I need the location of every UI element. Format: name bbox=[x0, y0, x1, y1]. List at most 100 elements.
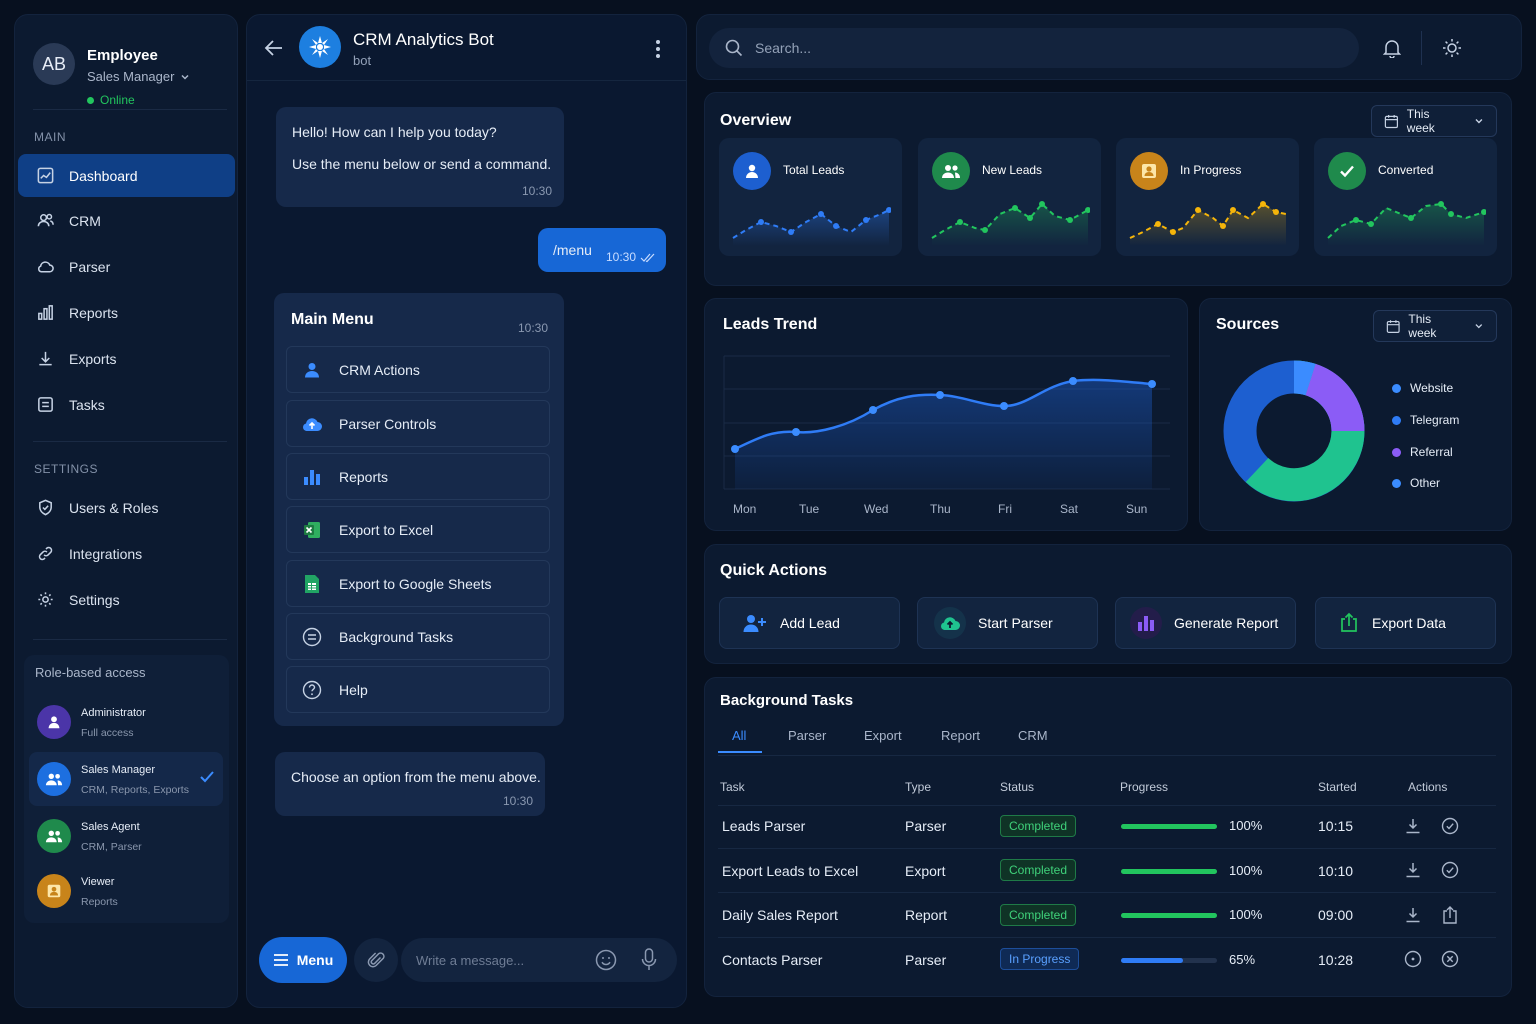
list-icon bbox=[38, 397, 53, 412]
role-viewer[interactable]: Viewer Reports bbox=[29, 864, 223, 918]
nav-crm[interactable]: CRM bbox=[18, 199, 235, 242]
task-started: 10:15 bbox=[1318, 818, 1354, 834]
viewer-avatar-icon bbox=[37, 874, 71, 908]
legend-referral: Referral bbox=[1392, 445, 1453, 459]
attach-button[interactable] bbox=[354, 938, 398, 982]
divider bbox=[718, 755, 1496, 756]
menu-export-sheets[interactable]: Export to Google Sheets bbox=[286, 560, 550, 607]
nav-label: CRM bbox=[69, 212, 101, 229]
rba-title: Role-based access bbox=[35, 665, 146, 680]
progress-fill bbox=[1121, 824, 1217, 829]
nav-exports[interactable]: Exports bbox=[18, 337, 235, 380]
tab-export[interactable]: Export bbox=[864, 728, 902, 743]
menu-crm-actions[interactable]: CRM Actions bbox=[286, 346, 550, 393]
cancel-circle-icon[interactable] bbox=[1441, 950, 1459, 968]
check-circle-icon[interactable] bbox=[1441, 861, 1459, 879]
nav-tasks[interactable]: Tasks bbox=[18, 383, 235, 426]
tab-report[interactable]: Report bbox=[941, 728, 981, 743]
menu-label: Reports bbox=[339, 468, 389, 485]
message-time: 10:30 bbox=[517, 321, 548, 335]
menu-parser-controls[interactable]: Parser Controls bbox=[286, 400, 550, 447]
export-icon bbox=[1341, 612, 1357, 632]
role-desc: Full access bbox=[81, 727, 134, 739]
kpi-converted[interactable]: Converted bbox=[1314, 138, 1497, 256]
tab-parser[interactable]: Parser bbox=[788, 728, 827, 743]
menu-help[interactable]: Help bbox=[286, 666, 550, 713]
x-tick-fri: Fri bbox=[998, 502, 1012, 516]
task-type: Parser bbox=[905, 818, 947, 834]
tab-crm[interactable]: CRM bbox=[1018, 728, 1048, 743]
progress-value: 100% bbox=[1229, 907, 1263, 922]
divider bbox=[718, 848, 1496, 849]
start-parser-button[interactable]: Start Parser bbox=[917, 597, 1098, 649]
nav-users-roles[interactable]: Users & Roles bbox=[18, 486, 235, 529]
role-based-access: Role-based access Administrator Full acc… bbox=[24, 655, 229, 923]
progress-value: 65% bbox=[1229, 952, 1256, 967]
export-data-button[interactable]: Export Data bbox=[1315, 597, 1496, 649]
calendar-icon bbox=[1386, 319, 1400, 333]
tab-all[interactable]: All bbox=[732, 728, 747, 743]
progress-fill bbox=[1121, 913, 1217, 918]
menu-background-tasks[interactable]: Background Tasks bbox=[286, 613, 550, 660]
menu-reports[interactable]: Reports bbox=[286, 453, 550, 500]
download-icon[interactable] bbox=[1404, 861, 1422, 879]
sun-icon[interactable] bbox=[1442, 38, 1462, 58]
legend-dot-icon bbox=[1392, 415, 1401, 425]
nav-integrations[interactable]: Integrations bbox=[18, 532, 235, 575]
role-administrator[interactable]: Administrator Full access bbox=[29, 695, 223, 749]
profile[interactable]: AB Employee Sales Manager Online bbox=[33, 31, 233, 111]
legend-dot-icon bbox=[1392, 383, 1401, 393]
kpi-new-leads[interactable]: New Leads bbox=[918, 138, 1101, 256]
x-tick-sat: Sat bbox=[1060, 502, 1079, 516]
menu-label: Help bbox=[339, 681, 368, 698]
status-badge: In Progress bbox=[1000, 948, 1080, 970]
bar-chart-icon bbox=[301, 466, 323, 488]
stop-circle-icon[interactable] bbox=[1404, 950, 1422, 968]
in-progress-icon bbox=[1130, 152, 1168, 190]
x-tick-thu: Thu bbox=[930, 502, 951, 516]
kpi-total-leads[interactable]: Total Leads bbox=[719, 138, 902, 256]
sidebar: AB Employee Sales Manager Online MAIN Da… bbox=[14, 14, 238, 1008]
nav-reports[interactable]: Reports bbox=[18, 291, 235, 334]
check-circle-icon[interactable] bbox=[1441, 817, 1459, 835]
nav-label: Reports bbox=[69, 304, 119, 321]
download-icon[interactable] bbox=[1404, 817, 1422, 835]
tab-underline bbox=[718, 751, 762, 753]
search-input[interactable] bbox=[755, 40, 1335, 56]
menu-export-excel[interactable]: Export to Excel bbox=[286, 506, 550, 553]
status-dot-icon bbox=[87, 96, 94, 104]
nav-parser[interactable]: Parser bbox=[18, 245, 235, 288]
main-menu-title: Main Menu bbox=[291, 311, 374, 328]
microphone-icon[interactable] bbox=[641, 948, 657, 972]
role-sales-manager[interactable]: Sales Manager CRM, Reports, Exports bbox=[29, 752, 223, 806]
bar-chart-icon bbox=[38, 305, 53, 320]
nav-dashboard[interactable]: Dashboard bbox=[18, 154, 235, 197]
task-type: Report bbox=[905, 907, 948, 923]
col-progress: Progress bbox=[1120, 780, 1169, 794]
emoji-icon[interactable] bbox=[595, 949, 617, 971]
generate-report-button[interactable]: Generate Report bbox=[1115, 597, 1296, 649]
message-input[interactable] bbox=[401, 938, 677, 982]
kebab-menu-icon[interactable] bbox=[655, 39, 661, 59]
back-arrow-icon[interactable] bbox=[264, 39, 284, 57]
choose-message: Choose an option from the menu above. 10… bbox=[275, 752, 545, 816]
divider bbox=[718, 937, 1496, 938]
divider bbox=[718, 892, 1496, 893]
kpi-in-progress[interactable]: In Progress bbox=[1116, 138, 1299, 256]
kpi-label: Total Leads bbox=[783, 163, 845, 177]
bell-icon[interactable] bbox=[1383, 38, 1401, 58]
download-icon[interactable] bbox=[1404, 906, 1422, 924]
legend-label: Other bbox=[1410, 476, 1441, 490]
report-chart-icon bbox=[1130, 607, 1162, 639]
role-sales-agent[interactable]: Sales Agent CRM, Parser bbox=[29, 809, 223, 863]
sources-range-dropdown[interactable]: This week bbox=[1373, 310, 1497, 342]
share-report-icon[interactable] bbox=[1441, 905, 1459, 925]
nav-settings[interactable]: Settings bbox=[18, 578, 235, 621]
add-lead-button[interactable]: Add Lead bbox=[719, 597, 900, 649]
status-online: Online bbox=[87, 93, 135, 107]
message-time: 10:30 bbox=[605, 250, 636, 264]
search-bar[interactable] bbox=[709, 28, 1359, 68]
overview-range-dropdown[interactable]: This week bbox=[1371, 105, 1497, 137]
menu-button[interactable]: Menu bbox=[259, 937, 347, 983]
profile-role[interactable]: Sales Manager bbox=[87, 69, 190, 84]
